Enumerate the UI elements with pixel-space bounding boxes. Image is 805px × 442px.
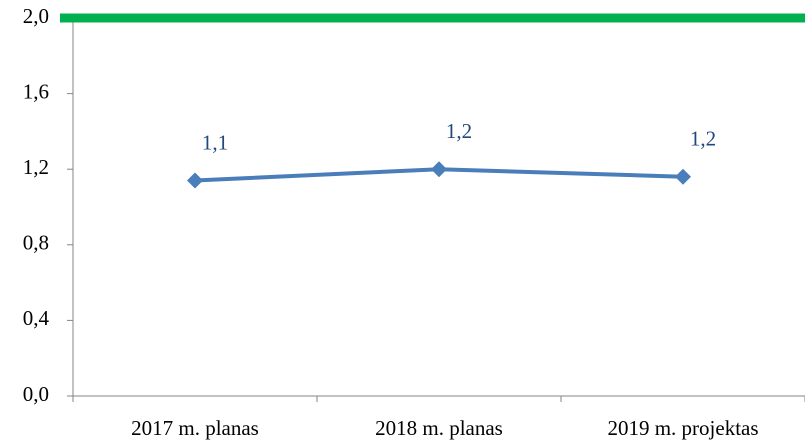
y-tick-label: 0,0 xyxy=(23,382,49,406)
x-tick-label: 2017 m. planas xyxy=(131,416,259,440)
y-tick-label: 2,0 xyxy=(23,4,49,28)
data-label: 1,1 xyxy=(202,130,228,154)
y-tick-label: 1,6 xyxy=(23,79,49,103)
marker xyxy=(431,161,447,178)
x-tick-label: 2019 m. projektas xyxy=(607,416,758,440)
y-tick-label: 1,2 xyxy=(23,155,49,179)
marker xyxy=(675,168,691,185)
data-label: 1,2 xyxy=(446,119,472,143)
x-tick-label: 2018 m. planas xyxy=(375,416,503,440)
y-tick-label: 0,4 xyxy=(23,306,50,330)
y-tick-label: 0,8 xyxy=(23,231,49,255)
data-label: 1,2 xyxy=(690,127,716,151)
marker xyxy=(187,172,203,189)
